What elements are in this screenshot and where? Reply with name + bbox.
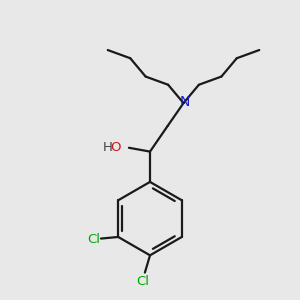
Text: Cl: Cl [87, 233, 100, 246]
Text: H: H [103, 141, 113, 154]
Text: Cl: Cl [136, 275, 149, 288]
Text: O: O [110, 141, 121, 154]
Text: N: N [179, 95, 190, 109]
